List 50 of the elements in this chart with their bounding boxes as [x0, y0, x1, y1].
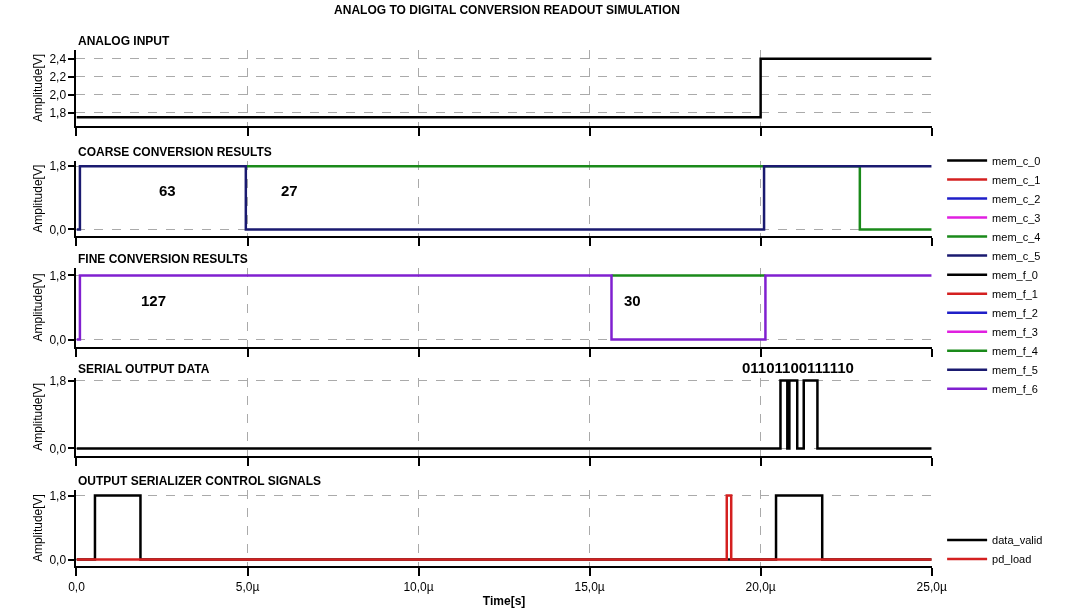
x-tick-label: 20,0µ — [745, 579, 776, 594]
chart-title: ANALOG TO DIGITAL CONVERSION READOUT SIMULATION — [334, 3, 680, 18]
text: mem_f_4 — [992, 345, 1038, 358]
y-axis-title: Amplitude[V] — [31, 382, 46, 451]
y-tick-label: 1,8 — [49, 373, 67, 388]
x-tick-label: 0,0 — [68, 579, 86, 594]
y-axis-title: Amplitude[V] — [31, 494, 46, 563]
y-axis-title: Amplitude[V] — [31, 273, 46, 342]
y-tick-label: 2,0 — [49, 87, 67, 102]
legend-label: mem_c_1 — [992, 173, 1041, 186]
legend-label: mem_f_6 — [992, 383, 1038, 396]
annotation: 63 — [159, 182, 176, 199]
annotation: 01101100111110 — [742, 359, 854, 376]
x-tick-label: 15,0µ — [574, 579, 605, 594]
y-tick-label: 0,0 — [49, 222, 67, 237]
annotation: 127 — [141, 292, 167, 309]
chart-subtitle: ANALOG INPUT — [78, 34, 170, 48]
y-tick-label: 2,2 — [49, 69, 67, 84]
chart-subtitle: OUTPUT SERIALIZER CONTROL SIGNALS — [78, 474, 322, 488]
y-tick-label: 1,8 — [49, 159, 67, 174]
legend-label: mem_f_1 — [992, 288, 1038, 301]
chart-subtitle: COARSE CONVERSION RESULTS — [78, 145, 272, 159]
legend-label: mem_c_5 — [992, 249, 1041, 262]
annotation: 30 — [624, 292, 641, 309]
legend-label: mem_f_5 — [992, 364, 1038, 377]
legend-label: mem_f_0 — [992, 269, 1038, 282]
legend-label: mem_c_4 — [992, 230, 1041, 243]
y-tick-label: 1,8 — [49, 268, 67, 283]
y-tick-label: 0,0 — [49, 441, 67, 456]
y-tick-label: 1,8 — [49, 488, 67, 503]
y-tick-label: 0,0 — [49, 552, 67, 567]
chart-subtitle: SERIAL OUTPUT DATA — [78, 362, 210, 376]
x-tick-label: 5,0µ — [235, 579, 260, 594]
x-tick-label: 10,0µ — [403, 579, 434, 594]
y-tick-label: 2,4 — [49, 51, 67, 66]
legend-label: mem_f_3 — [992, 326, 1038, 339]
x-tick-label: 25,0µ — [916, 579, 947, 594]
legend-label: mem_c_0 — [992, 154, 1041, 167]
y-tick-label: 0,0 — [49, 332, 67, 347]
legend-label: mem_c_3 — [992, 211, 1041, 224]
legend-label: mem_c_2 — [992, 192, 1041, 205]
legend-label: pd_load — [992, 553, 1032, 566]
legend-label: mem_f_2 — [992, 307, 1038, 320]
annotation: 27 — [281, 182, 298, 199]
y-axis-title: Amplitude[V] — [31, 53, 46, 122]
y-axis-title: Amplitude[V] — [31, 164, 46, 233]
x-axis-title: Time[s] — [482, 594, 526, 609]
legend-label: data_valid — [992, 534, 1043, 547]
chart-subtitle: FINE CONVERSION RESULTS — [78, 252, 248, 266]
y-tick-label: 1,8 — [49, 105, 67, 120]
